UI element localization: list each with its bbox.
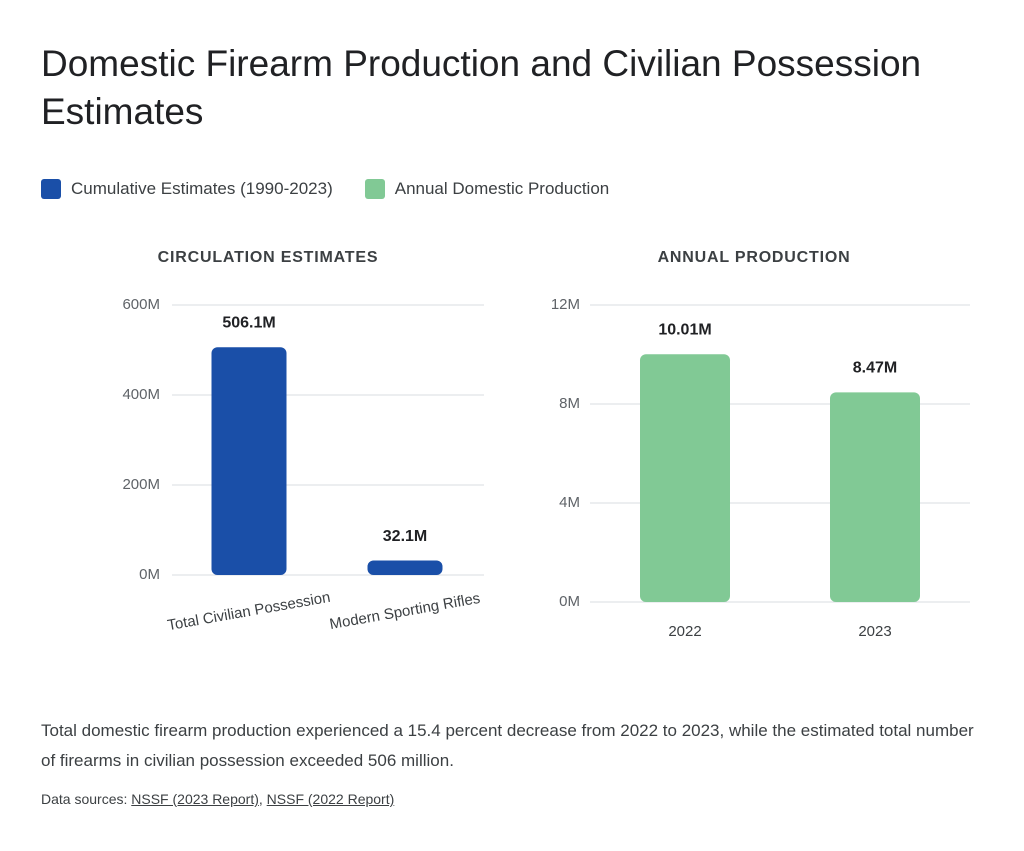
y-tick-label: 600M <box>122 296 160 313</box>
page-title: Domestic Firearm Production and Civilian… <box>41 43 922 132</box>
legend-item: Cumulative Estimates (1990-2023) <box>41 179 333 199</box>
y-tick-label: 8M <box>559 395 580 412</box>
bar <box>367 560 443 575</box>
y-tick-label: 200M <box>122 476 160 493</box>
y-tick-label: 12M <box>551 296 580 313</box>
sources-label: Data sources: <box>41 791 128 807</box>
charts: CIRCULATION ESTIMATES 0M 200M 400M 600M Total… <box>122 249 970 640</box>
x-tick-label: 2022 <box>668 623 701 640</box>
data-label: 506.1M <box>222 314 275 331</box>
bar <box>830 392 920 602</box>
x-tick-label: Total Civilian Possession <box>166 589 332 634</box>
data-label: 10.01M <box>658 321 711 338</box>
chart-title: ANNUAL PRODUCTION <box>658 249 851 266</box>
legend-label: Annual Domestic Production <box>394 179 610 198</box>
x-tick-label: 2023 <box>858 623 891 640</box>
data-label: 8.47M <box>853 360 897 377</box>
legend-item: Annual Domestic Production <box>364 179 610 199</box>
legend-label: Cumulative Estimates (1990-2023) <box>71 179 333 198</box>
chart-title: CIRCULATION ESTIMATES <box>158 249 379 266</box>
sources: Data sources: NSSF (2023 Report), NSSF (… <box>41 791 395 807</box>
legend-swatch <box>41 179 61 199</box>
y-tick-label: 4M <box>559 494 580 511</box>
y-tick-label: 0M <box>559 593 580 610</box>
source-link[interactable]: NSSF (2022 Report) <box>266 791 395 807</box>
y-tick-label: 400M <box>122 386 160 403</box>
data-label: 32.1M <box>383 528 427 545</box>
legend: Cumulative Estimates (1990-2023) Annual … <box>41 179 609 199</box>
x-tick-label: Modern Sporting Rifles <box>328 590 481 633</box>
bar <box>211 347 287 575</box>
bar <box>640 354 730 602</box>
source-link[interactable]: NSSF (2023 Report) <box>131 791 259 807</box>
legend-swatch <box>364 179 385 199</box>
y-tick-label: 0M <box>139 566 160 583</box>
description: Total domestic firearm production experi… <box>41 721 974 770</box>
